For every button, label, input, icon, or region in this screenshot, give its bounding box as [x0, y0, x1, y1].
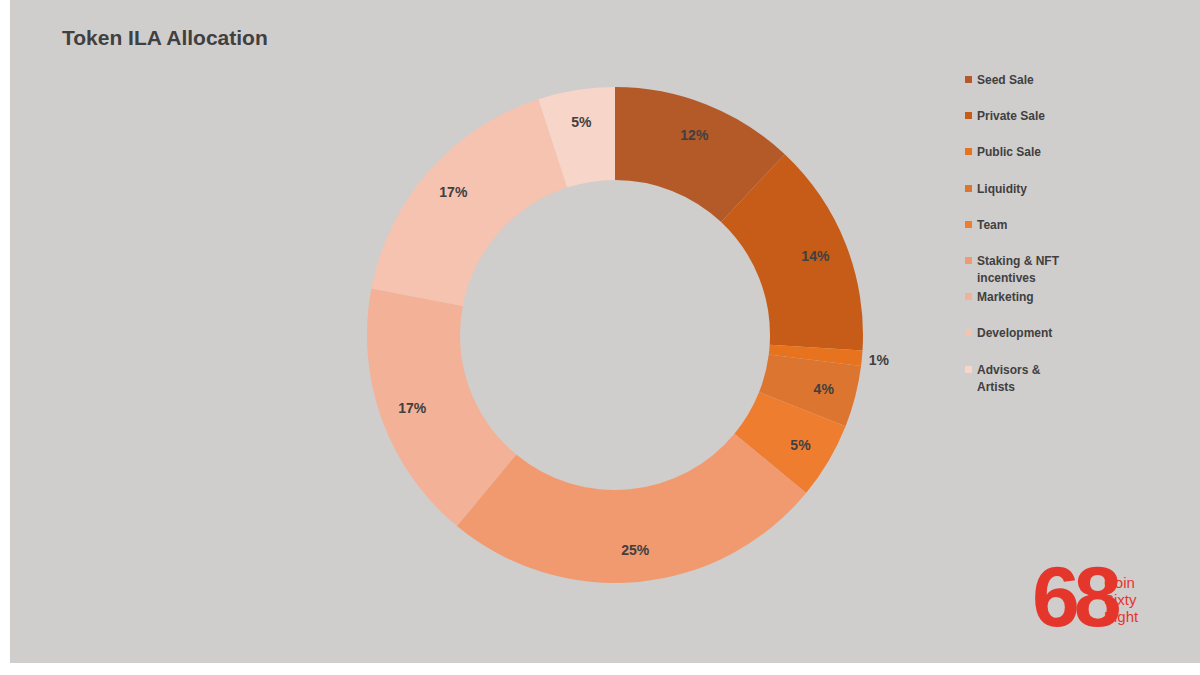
html-text:Public Sale: Public Sale — [977, 145, 1041, 160]
svg-text:12%: 12% — [680, 127, 709, 143]
svg-text:4%: 4% — [814, 381, 835, 397]
html-text:Development: Development — [977, 326, 1053, 341]
html-text:Advisors & Artists: Advisors & Artists — [977, 362, 1041, 394]
html-text:Sixty: Sixty — [1104, 591, 1137, 608]
svg-text:1%: 1% — [869, 352, 890, 368]
html-text:68: 68 — [1032, 548, 1116, 644]
html-text:Seed Sale: Seed Sale — [977, 73, 1034, 87]
html-text:Team: Team — [977, 217, 1008, 232]
html-text:Staking & NFT incentives: Staking & NFT incentives — [977, 254, 1059, 285]
svg-text:14%: 14% — [801, 248, 830, 264]
svg-text:17%: 17% — [398, 400, 427, 416]
svg-text:17%: 17% — [439, 184, 468, 200]
html-text:Private Sale: Private Sale — [977, 109, 1045, 124]
svg-text:5%: 5% — [571, 114, 592, 130]
svg-text:25%: 25% — [621, 542, 650, 558]
html-text:Eight: Eight — [1104, 608, 1139, 625]
html-text:Token ILA Allocation: Token ILA Allocation — [62, 26, 268, 49]
svg-text:5%: 5% — [790, 437, 811, 453]
html-text:Liquidity: Liquidity — [977, 181, 1027, 196]
html-text:Coin: Coin — [1104, 574, 1135, 591]
html-text:Marketing: Marketing — [977, 290, 1034, 305]
